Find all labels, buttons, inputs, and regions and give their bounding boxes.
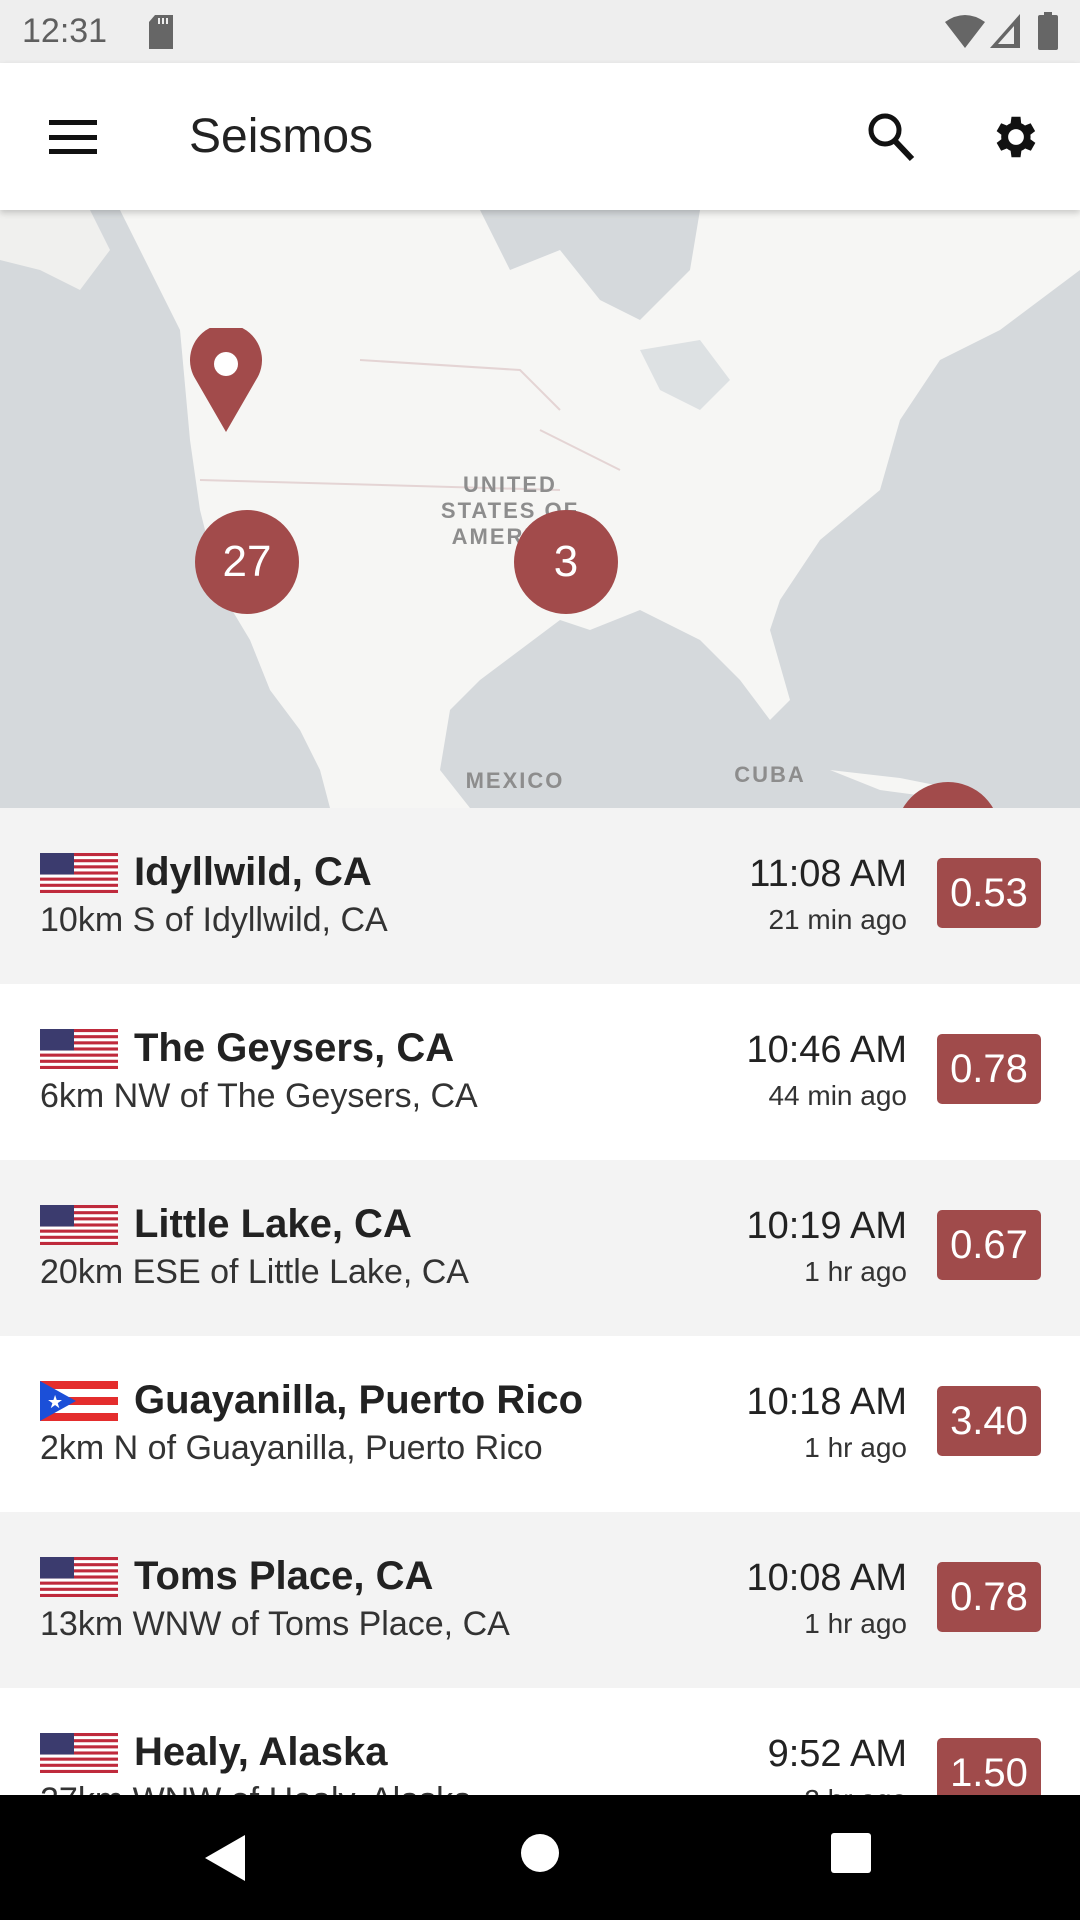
quake-time: 9:52 AM — [767, 1733, 907, 1775]
signal-icon — [990, 14, 1020, 48]
quake-ago: 44 min ago — [768, 1080, 907, 1111]
list-item[interactable]: Toms Place, CA 13km WNW of Toms Place, C… — [0, 1512, 1080, 1688]
magnitude-badge: 1.50 — [937, 1738, 1041, 1795]
back-icon[interactable] — [205, 1835, 245, 1881]
flag-us-icon — [40, 1029, 118, 1069]
recents-icon[interactable] — [831, 1833, 871, 1873]
magnitude-badge: 0.53 — [937, 858, 1041, 928]
map-label-cuba: CUBA — [734, 762, 806, 787]
app-bar: Seismos — [0, 63, 1080, 210]
quake-time: 10:08 AM — [746, 1557, 907, 1599]
list-item[interactable]: Idyllwild, CA 10km S of Idyllwild, CA 11… — [0, 808, 1080, 984]
map-pin-icon[interactable] — [190, 328, 262, 432]
quake-ago: 2 hr ago — [804, 1784, 907, 1795]
magnitude-badge: 0.78 — [937, 1034, 1041, 1104]
map-land — [0, 210, 1080, 808]
magnitude-badge: 0.78 — [937, 1562, 1041, 1632]
quake-title: Little Lake, CA — [134, 1202, 412, 1246]
settings-icon[interactable] — [989, 110, 1043, 164]
list-item[interactable]: ★ Guayanilla, Puerto Rico 2km N of Guaya… — [0, 1336, 1080, 1512]
svg-text:★: ★ — [47, 1392, 63, 1412]
map-view[interactable]: UNITED STATES OF AMERICA MEXICO CUBA 27 … — [0, 210, 1080, 808]
quake-ago: 1 hr ago — [804, 1432, 907, 1463]
quake-subtitle: 20km ESE of Little Lake, CA — [40, 1253, 469, 1291]
quake-ago: 21 min ago — [768, 904, 907, 935]
flag-pr-icon: ★ — [40, 1381, 118, 1421]
app-title: Seismos — [189, 110, 374, 163]
magnitude-badge: 0.67 — [937, 1210, 1041, 1280]
map-label-mexico: MEXICO — [465, 768, 565, 793]
list-item[interactable]: Healy, Alaska 27km WNW of Healy, Alaska … — [0, 1688, 1080, 1795]
earthquake-list[interactable]: Idyllwild, CA 10km S of Idyllwild, CA 11… — [0, 808, 1080, 1795]
flag-us-icon — [40, 1733, 118, 1773]
quake-title: Healy, Alaska — [134, 1730, 388, 1774]
quake-title: Guayanilla, Puerto Rico — [134, 1378, 584, 1422]
quake-time: 10:19 AM — [746, 1205, 907, 1247]
magnitude-badge: 3.40 — [937, 1386, 1041, 1456]
quake-title: Idyllwild, CA — [134, 850, 372, 894]
wifi-icon — [945, 15, 985, 48]
quake-title: Toms Place, CA — [134, 1554, 434, 1598]
status-bar: 12:31 — [0, 0, 1080, 63]
quake-subtitle: 2km N of Guayanilla, Puerto Rico — [40, 1429, 543, 1467]
list-item[interactable]: The Geysers, CA 6km NW of The Geysers, C… — [0, 984, 1080, 1160]
quake-subtitle: 6km NW of The Geysers, CA — [40, 1077, 478, 1115]
quake-subtitle: 27km WNW of Healy, Alaska — [40, 1781, 472, 1795]
map-cluster[interactable]: 3 — [514, 510, 618, 614]
quake-ago: 1 hr ago — [804, 1256, 907, 1287]
home-icon[interactable] — [520, 1833, 560, 1873]
navigation-bar — [0, 1795, 1080, 1920]
battery-icon — [1038, 12, 1058, 50]
flag-us-icon — [40, 853, 118, 893]
quake-time: 10:18 AM — [746, 1381, 907, 1423]
quake-title: The Geysers, CA — [134, 1026, 455, 1070]
quake-subtitle: 13km WNW of Toms Place, CA — [40, 1605, 510, 1643]
map-cluster[interactable]: 27 — [195, 510, 299, 614]
menu-icon[interactable] — [49, 120, 97, 154]
flag-us-icon — [40, 1557, 118, 1597]
quake-time: 10:46 AM — [746, 1029, 907, 1071]
quake-ago: 1 hr ago — [804, 1608, 907, 1639]
sd-card-icon — [149, 15, 173, 49]
status-time: 12:31 — [22, 12, 108, 50]
quake-subtitle: 10km S of Idyllwild, CA — [40, 901, 388, 939]
list-item[interactable]: Little Lake, CA 20km ESE of Little Lake,… — [0, 1160, 1080, 1336]
search-icon[interactable] — [866, 111, 916, 163]
flag-us-icon — [40, 1205, 118, 1245]
quake-time: 11:08 AM — [749, 853, 907, 895]
